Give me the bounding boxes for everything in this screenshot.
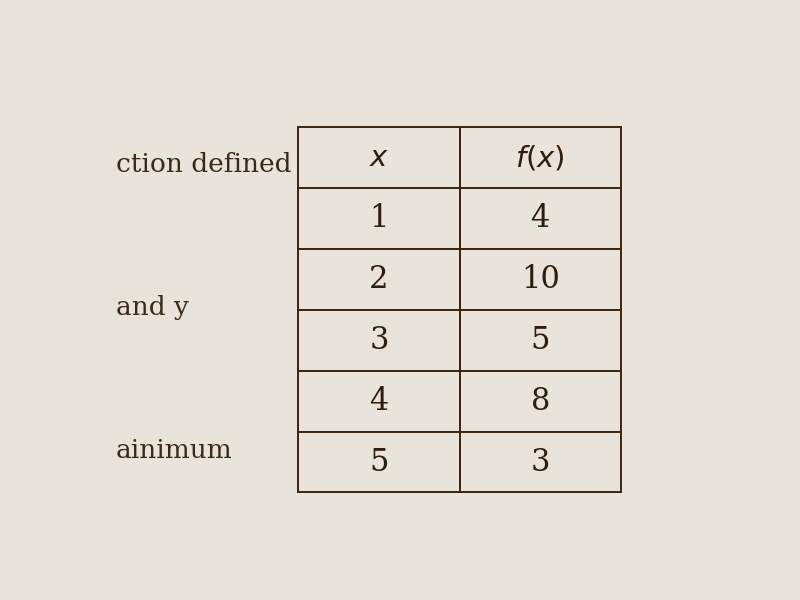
Bar [298,431,459,493]
Bar [459,127,621,188]
Bar [298,371,459,431]
Text: 10: 10 [521,264,560,295]
Bar [298,249,459,310]
Text: 5: 5 [530,325,550,356]
Bar [459,249,621,310]
Text: $f(x)$: $f(x)$ [515,143,565,172]
Bar [459,371,621,431]
Text: ction defined: ction defined [115,152,291,177]
Text: 1: 1 [370,203,389,234]
Bar [298,127,459,188]
Text: and y: and y [115,295,188,320]
Bar [459,310,621,371]
Bar [459,188,621,249]
Text: 3: 3 [370,325,389,356]
Text: 5: 5 [370,446,389,478]
Text: 2: 2 [370,264,389,295]
Bar [298,188,459,249]
Text: $x$: $x$ [369,144,389,172]
Text: ainimum: ainimum [115,439,232,463]
Bar [459,431,621,493]
Text: 3: 3 [530,446,550,478]
Text: 4: 4 [530,203,550,234]
Text: 8: 8 [530,386,550,416]
Bar [298,310,459,371]
Text: 4: 4 [370,386,389,416]
